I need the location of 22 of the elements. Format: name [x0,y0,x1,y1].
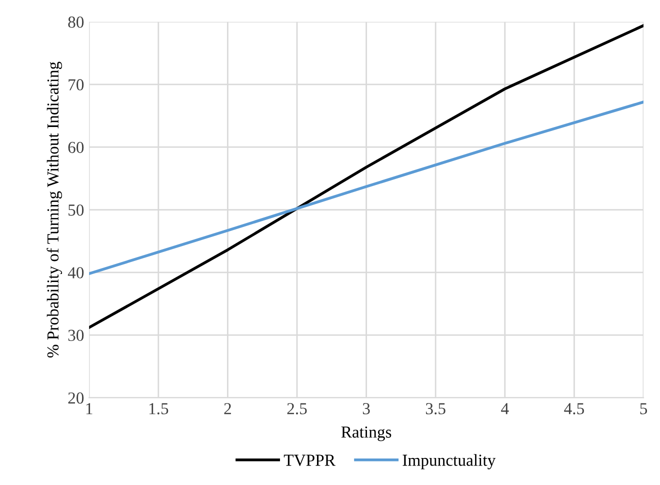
line-series [89,100,644,276]
legend-label: Impunctuality [402,454,496,470]
y-tick-label: 80 [68,16,84,28]
y-tick-label: 40 [68,267,84,278]
x-tick-label: 3 [362,403,370,414]
x-tick-label: 2 [224,403,231,414]
x-tick-label: 4 [501,403,509,414]
x-tick-label: 2.5 [287,403,307,414]
legend-label: TVPPR [284,454,336,466]
x-tick-label: 1.5 [149,403,168,414]
y-axis-title: % Probability of Turning Without Indicating [46,62,62,358]
y-tick-label: 50 [68,204,84,216]
x-tick-label: 5 [640,403,648,414]
x-tick-label: 1 [86,403,92,414]
y-tick-label: 20 [68,392,84,404]
x-axis-title: Ratings [341,426,392,442]
y-tick-label: 60 [68,142,84,154]
x-tick-label: 3.5 [426,403,446,414]
y-tick-label: 70 [68,79,84,90]
y-tick-label: 30 [68,330,84,341]
x-tick-label: 4.5 [564,403,584,414]
line-series [89,24,644,329]
